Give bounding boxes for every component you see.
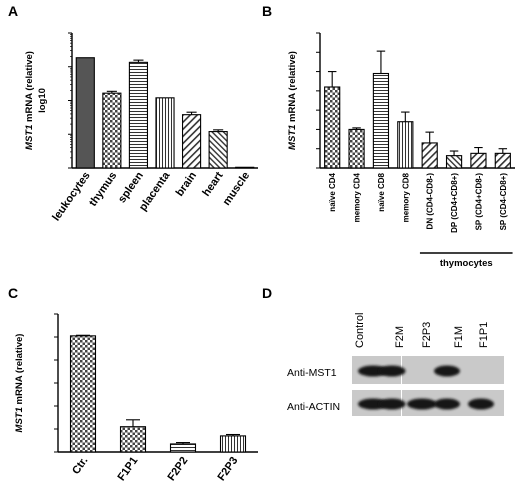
- y-axis-label-gene: MST1: [14, 407, 25, 432]
- bar-na-ve-cd8: [372, 72, 390, 169]
- y-axis-label-gene: MST1: [24, 125, 35, 150]
- x-tick-label: F2P2: [166, 455, 191, 483]
- x-tick-label: DP (CD4+CD8+): [450, 173, 459, 233]
- bar-thymus: [102, 92, 122, 169]
- bar-leukocytes: [75, 57, 95, 169]
- bar-spleen: [128, 61, 149, 169]
- bar-dn-cd4-cd8-: [421, 142, 438, 169]
- bar-f2p3: [219, 435, 247, 453]
- x-tick-label: muscle: [221, 170, 253, 208]
- bar-memory-cd8: [397, 121, 414, 169]
- lane-label: F2P3: [421, 322, 433, 348]
- panel-label-c: C: [8, 285, 18, 301]
- lane-label: F1P1: [478, 322, 490, 348]
- blot-row-label: Anti-ACTIN: [287, 401, 340, 413]
- blot-band: [434, 398, 460, 410]
- y-axis-label-text: mRNA (relative): [24, 51, 35, 125]
- x-tick-label: brain: [174, 170, 199, 199]
- bar-na-ve-cd4: [324, 86, 341, 169]
- x-tick-label: SP (CD4+CD8-): [474, 173, 483, 231]
- blot-band: [434, 365, 460, 377]
- x-tick-label: thymus: [87, 170, 119, 209]
- x-tick-label: Ctr.: [70, 455, 90, 477]
- y-axis-label: MST1 mRNA (relative): [24, 51, 35, 150]
- x-tick-label: memory CD4: [353, 172, 362, 222]
- chart-a: MST1 mRNA (relative) log10 leukocytesthymu…: [24, 32, 258, 223]
- bar-f2p2: [169, 443, 197, 453]
- bar-dp-cd4-cd8-: [445, 155, 463, 169]
- bar-brain: [181, 114, 202, 169]
- blot-row-label: Anti-MST1: [287, 367, 337, 379]
- panel-label-d: D: [262, 285, 272, 301]
- panel-label-b: B: [262, 3, 272, 19]
- bar-heart: [208, 131, 228, 169]
- bar-f1p1: [119, 426, 147, 453]
- x-tick-label: heart: [200, 170, 225, 199]
- blot-band: [407, 398, 437, 410]
- bar-sp-cd4-cd8-: [494, 152, 511, 169]
- panel-label-a: A: [8, 3, 18, 19]
- y-axis-label-gene: MST1: [287, 125, 298, 150]
- blot-band: [378, 398, 406, 410]
- x-tick-label: DN (CD4-CD8-): [426, 173, 435, 230]
- x-tick-label: F1P1: [116, 455, 141, 483]
- bar-memory-cd4: [348, 128, 365, 169]
- thymocytes-label: thymocytes: [440, 258, 493, 269]
- y-axis-label-text: mRNA (relative): [14, 334, 25, 408]
- y-axis-label-text: mRNA (relative): [287, 51, 298, 125]
- western-blot: Control F2M F2P3 F1M F1P1 Anti-MST1 Anti-ACTIN: [287, 313, 504, 416]
- y-axis-label-line2: log10: [37, 88, 48, 113]
- y-axis-label: MST1 mRNA (relative): [14, 334, 25, 433]
- bar-sp-cd4-cd8-: [470, 152, 487, 169]
- chart-b: MST1 mRNA (relative) naïve CD4 memory CD4 n…: [287, 32, 515, 269]
- bar-muscle: [235, 166, 255, 169]
- y-axis-label: MST1 mRNA (relative): [287, 51, 298, 150]
- chart-c: MST1 mRNA (relative) Ctr. F1P1 F2P2 F2P3: [14, 313, 258, 483]
- blot-band: [468, 398, 494, 410]
- blot-band: [378, 365, 406, 377]
- lane-label: Control: [354, 313, 366, 348]
- x-tick-label: leukocytes: [50, 170, 92, 223]
- bar-ctr-: [69, 335, 97, 453]
- x-tick-label: F2P3: [216, 455, 241, 483]
- x-tick-label: naïve CD8: [377, 172, 386, 211]
- lane-label: F2M: [394, 326, 406, 348]
- x-tick-label: SP (CD4-CD8+): [499, 173, 508, 231]
- x-tick-label: naïve CD4: [328, 172, 337, 211]
- bar-placenta: [155, 97, 175, 169]
- lane-label: F1M: [453, 326, 465, 348]
- x-tick-label: memory CD8: [401, 172, 410, 222]
